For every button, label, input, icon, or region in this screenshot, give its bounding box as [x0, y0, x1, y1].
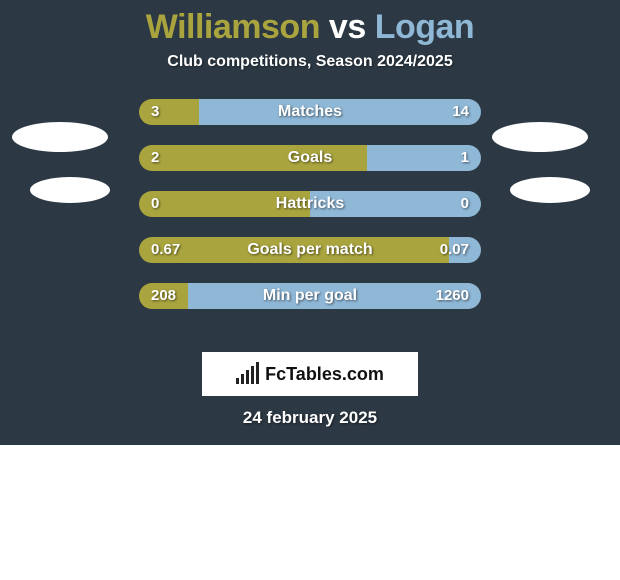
logo-bar-icon [246, 370, 249, 384]
stat-value-right: 14 [452, 99, 469, 125]
stat-value-left: 208 [151, 283, 176, 309]
stat-value-left: 2 [151, 145, 159, 171]
player2-name: Logan [375, 8, 474, 46]
stat-value-left: 3 [151, 99, 159, 125]
player2-badge [492, 122, 588, 152]
logo-bar-icon [251, 366, 254, 384]
stat-value-left: 0.67 [151, 237, 180, 263]
logo-text: FcTables.com [265, 364, 384, 385]
stat-value-right: 1260 [436, 283, 469, 309]
logo-bar-icon [236, 378, 239, 384]
player1-badge [12, 122, 108, 152]
player2-badge [510, 177, 590, 203]
stat-value-left: 0 [151, 191, 159, 217]
stat-value-right: 0 [461, 191, 469, 217]
stat-value-right: 0.07 [440, 237, 469, 263]
logo-bar-icon [256, 362, 259, 384]
stat-row: Goals per match 0.67 0.07 [0, 227, 620, 273]
comparison-card: Williamson vs Logan Club competitions, S… [0, 0, 620, 445]
stat-row: Min per goal 208 1260 [0, 273, 620, 319]
date-label: 24 february 2025 [243, 408, 377, 428]
stat-label: Goals per match [247, 237, 372, 263]
logo-bar-icon [241, 374, 244, 384]
bar-left [139, 145, 367, 171]
player1-name: Williamson [146, 8, 320, 46]
bar-left [139, 99, 199, 125]
stat-label: Min per goal [263, 283, 357, 309]
stat-label: Hattricks [276, 191, 344, 217]
player1-badge [30, 177, 110, 203]
vs-text: vs [329, 8, 366, 46]
subtitle: Club competitions, Season 2024/2025 [0, 53, 620, 71]
page-title: Williamson vs Logan [0, 8, 620, 47]
fctables-logo: FcTables.com [202, 352, 418, 396]
stat-label: Matches [278, 99, 342, 125]
logo-bars-icon [236, 364, 259, 384]
stat-label: Goals [288, 145, 332, 171]
stat-value-right: 1 [461, 145, 469, 171]
